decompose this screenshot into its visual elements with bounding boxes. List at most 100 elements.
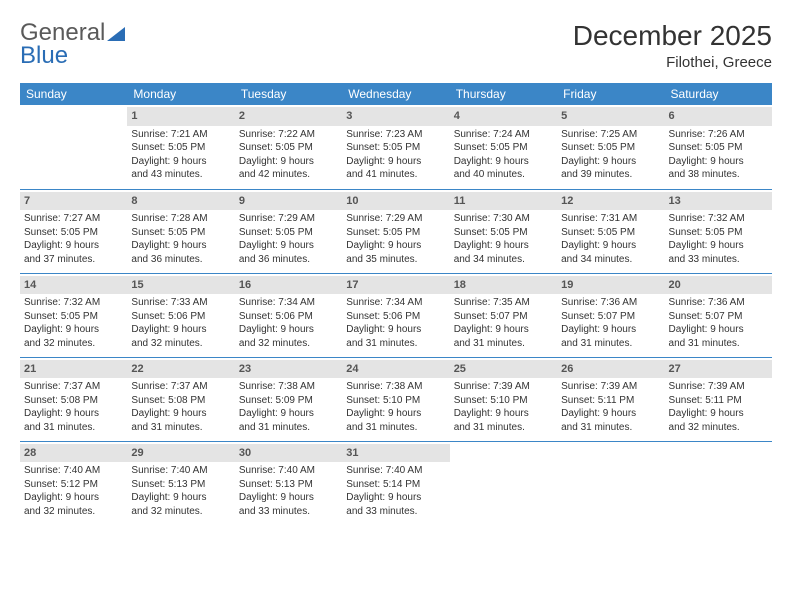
- day-details: Sunrise: 7:24 AMSunset: 5:05 PMDaylight:…: [454, 128, 553, 182]
- detail-line: Daylight: 9 hours: [669, 155, 768, 169]
- calendar-table: SundayMondayTuesdayWednesdayThursdayFrid…: [20, 83, 772, 525]
- detail-line: Daylight: 9 hours: [561, 407, 660, 421]
- calendar-cell: 11Sunrise: 7:30 AMSunset: 5:05 PMDayligh…: [450, 189, 557, 273]
- detail-line: Daylight: 9 hours: [346, 407, 445, 421]
- day-details: Sunrise: 7:37 AMSunset: 5:08 PMDaylight:…: [24, 380, 123, 434]
- detail-line: Sunrise: 7:38 AM: [346, 380, 445, 394]
- detail-line: and 31 minutes.: [131, 421, 230, 435]
- calendar-cell: 12Sunrise: 7:31 AMSunset: 5:05 PMDayligh…: [557, 189, 664, 273]
- calendar-cell: 28Sunrise: 7:40 AMSunset: 5:12 PMDayligh…: [20, 441, 127, 525]
- detail-line: Sunrise: 7:24 AM: [454, 128, 553, 142]
- day-number: 16: [235, 276, 342, 295]
- detail-line: Daylight: 9 hours: [561, 155, 660, 169]
- detail-line: Sunset: 5:12 PM: [24, 478, 123, 492]
- calendar-cell: 15Sunrise: 7:33 AMSunset: 5:06 PMDayligh…: [127, 273, 234, 357]
- detail-line: Sunrise: 7:37 AM: [131, 380, 230, 394]
- page-title: December 2025: [573, 20, 772, 52]
- day-number: 3: [342, 107, 449, 126]
- detail-line: Daylight: 9 hours: [454, 407, 553, 421]
- header: GeneralBlue December 2025 Filothei, Gree…: [20, 20, 772, 71]
- day-details: Sunrise: 7:39 AMSunset: 5:10 PMDaylight:…: [454, 380, 553, 434]
- detail-line: Daylight: 9 hours: [239, 155, 338, 169]
- detail-line: Daylight: 9 hours: [239, 407, 338, 421]
- calendar-cell: 6Sunrise: 7:26 AMSunset: 5:05 PMDaylight…: [665, 105, 772, 189]
- detail-line: Sunset: 5:05 PM: [561, 141, 660, 155]
- day-number: 31: [342, 444, 449, 463]
- day-details: Sunrise: 7:21 AMSunset: 5:05 PMDaylight:…: [131, 128, 230, 182]
- day-number: 29: [127, 444, 234, 463]
- detail-line: Sunset: 5:08 PM: [24, 394, 123, 408]
- detail-line: and 42 minutes.: [239, 168, 338, 182]
- detail-line: and 34 minutes.: [561, 253, 660, 267]
- day-number: 14: [20, 276, 127, 295]
- detail-line: Sunrise: 7:34 AM: [239, 296, 338, 310]
- day-number: 17: [342, 276, 449, 295]
- day-number: 25: [450, 360, 557, 379]
- day-details: Sunrise: 7:39 AMSunset: 5:11 PMDaylight:…: [561, 380, 660, 434]
- calendar-cell: 2Sunrise: 7:22 AMSunset: 5:05 PMDaylight…: [235, 105, 342, 189]
- detail-line: Sunrise: 7:31 AM: [561, 212, 660, 226]
- detail-line: Sunset: 5:05 PM: [131, 141, 230, 155]
- detail-line: Sunset: 5:05 PM: [346, 141, 445, 155]
- day-number: 1: [127, 107, 234, 126]
- calendar-cell: 23Sunrise: 7:38 AMSunset: 5:09 PMDayligh…: [235, 357, 342, 441]
- detail-line: Daylight: 9 hours: [454, 239, 553, 253]
- detail-line: Sunrise: 7:27 AM: [24, 212, 123, 226]
- detail-line: Sunset: 5:08 PM: [131, 394, 230, 408]
- detail-line: Daylight: 9 hours: [561, 239, 660, 253]
- day-details: Sunrise: 7:40 AMSunset: 5:13 PMDaylight:…: [131, 464, 230, 518]
- day-details: Sunrise: 7:23 AMSunset: 5:05 PMDaylight:…: [346, 128, 445, 182]
- weekday-row: SundayMondayTuesdayWednesdayThursdayFrid…: [20, 83, 772, 105]
- detail-line: and 32 minutes.: [131, 505, 230, 519]
- detail-line: Sunrise: 7:23 AM: [346, 128, 445, 142]
- calendar-cell: 7Sunrise: 7:27 AMSunset: 5:05 PMDaylight…: [20, 189, 127, 273]
- detail-line: Sunset: 5:13 PM: [239, 478, 338, 492]
- weekday-header: Sunday: [20, 83, 127, 105]
- calendar-cell: 13Sunrise: 7:32 AMSunset: 5:05 PMDayligh…: [665, 189, 772, 273]
- detail-line: Sunrise: 7:36 AM: [561, 296, 660, 310]
- detail-line: Sunset: 5:06 PM: [131, 310, 230, 324]
- detail-line: Daylight: 9 hours: [669, 239, 768, 253]
- day-number: 24: [342, 360, 449, 379]
- detail-line: Sunrise: 7:39 AM: [561, 380, 660, 394]
- calendar-head: SundayMondayTuesdayWednesdayThursdayFrid…: [20, 83, 772, 105]
- calendar-cell: 3 Sunrise: 7:23 AMSunset: 5:05 PMDaylight…: [342, 105, 449, 189]
- calendar-cell: 20Sunrise: 7:36 AMSunset: 5:07 PMDayligh…: [665, 273, 772, 357]
- detail-line: Daylight: 9 hours: [131, 239, 230, 253]
- weekday-header: Monday: [127, 83, 234, 105]
- day-number: 10: [342, 192, 449, 211]
- calendar-week: 21Sunrise: 7:37 AMSunset: 5:08 PMDayligh…: [20, 357, 772, 441]
- day-number: 4: [450, 107, 557, 126]
- calendar-cell: 29Sunrise: 7:40 AMSunset: 5:13 PMDayligh…: [127, 441, 234, 525]
- detail-line: Daylight: 9 hours: [131, 491, 230, 505]
- day-number: 7: [20, 192, 127, 211]
- detail-line: and 31 minutes.: [561, 421, 660, 435]
- detail-line: Sunrise: 7:36 AM: [669, 296, 768, 310]
- detail-line: and 37 minutes.: [24, 253, 123, 267]
- calendar-cell: 24Sunrise: 7:38 AMSunset: 5:10 PMDayligh…: [342, 357, 449, 441]
- detail-line: Sunset: 5:06 PM: [239, 310, 338, 324]
- detail-line: Sunset: 5:11 PM: [561, 394, 660, 408]
- calendar-week: 7Sunrise: 7:27 AMSunset: 5:05 PMDaylight…: [20, 189, 772, 273]
- day-details: Sunrise: 7:38 AMSunset: 5:10 PMDaylight:…: [346, 380, 445, 434]
- detail-line: Sunset: 5:14 PM: [346, 478, 445, 492]
- detail-line: Sunset: 5:05 PM: [669, 226, 768, 240]
- detail-line: Daylight: 9 hours: [239, 323, 338, 337]
- day-details: Sunrise: 7:40 AMSunset: 5:13 PMDaylight:…: [239, 464, 338, 518]
- detail-line: and 33 minutes.: [669, 253, 768, 267]
- day-number: 19: [557, 276, 664, 295]
- calendar-page: GeneralBlue December 2025 Filothei, Gree…: [0, 0, 792, 535]
- calendar-cell: 31Sunrise: 7:40 AMSunset: 5:14 PMDayligh…: [342, 441, 449, 525]
- logo: GeneralBlue: [20, 20, 127, 68]
- title-block: December 2025 Filothei, Greece: [573, 20, 772, 71]
- calendar-week: 14Sunrise: 7:32 AMSunset: 5:05 PMDayligh…: [20, 273, 772, 357]
- weekday-header: Wednesday: [342, 83, 449, 105]
- day-details: Sunrise: 7:38 AMSunset: 5:09 PMDaylight:…: [239, 380, 338, 434]
- detail-line: Sunrise: 7:28 AM: [131, 212, 230, 226]
- calendar-cell: 1 Sunrise: 7:21 AMSunset: 5:05 PMDaylight…: [127, 105, 234, 189]
- detail-line: and 33 minutes.: [346, 505, 445, 519]
- day-details: Sunrise: 7:29 AMSunset: 5:05 PMDaylight:…: [346, 212, 445, 266]
- detail-line: Sunrise: 7:22 AM: [239, 128, 338, 142]
- detail-line: Sunset: 5:05 PM: [346, 226, 445, 240]
- detail-line: and 31 minutes.: [454, 337, 553, 351]
